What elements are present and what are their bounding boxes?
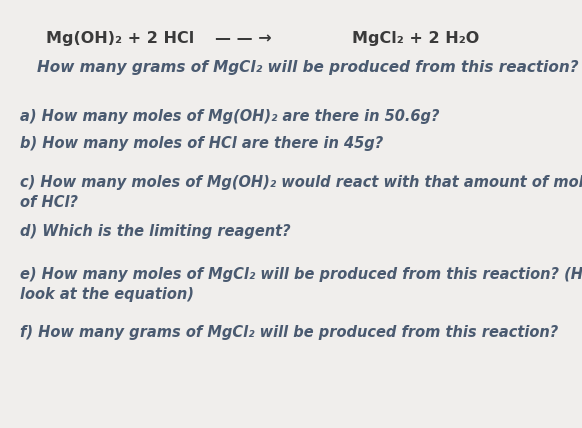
- Text: How many grams of MgCl₂ will be produced from this reaction?: How many grams of MgCl₂ will be produced…: [37, 60, 579, 75]
- Text: f) How many grams of MgCl₂ will be produced from this reaction?: f) How many grams of MgCl₂ will be produ…: [20, 325, 558, 340]
- Text: b) How many moles of HCl are there in 45g?: b) How many moles of HCl are there in 45…: [20, 136, 384, 151]
- Text: a) How many moles of Mg(OH)₂ are there in 50.6g?: a) How many moles of Mg(OH)₂ are there i…: [20, 109, 439, 124]
- Text: MgCl₂ + 2 H₂O: MgCl₂ + 2 H₂O: [353, 31, 480, 46]
- Text: d) Which is the limiting reagent?: d) Which is the limiting reagent?: [20, 224, 290, 239]
- Text: e) How many moles of MgCl₂ will be produced from this reaction? (Hint:
look at t: e) How many moles of MgCl₂ will be produ…: [20, 268, 582, 302]
- Text: c) How many moles of Mg(OH)₂ would react with that amount of moles
of HCl?: c) How many moles of Mg(OH)₂ would react…: [20, 175, 582, 210]
- Text: — — →: — — →: [215, 31, 272, 46]
- Text: Mg(OH)₂ + 2 HCl: Mg(OH)₂ + 2 HCl: [47, 31, 195, 46]
